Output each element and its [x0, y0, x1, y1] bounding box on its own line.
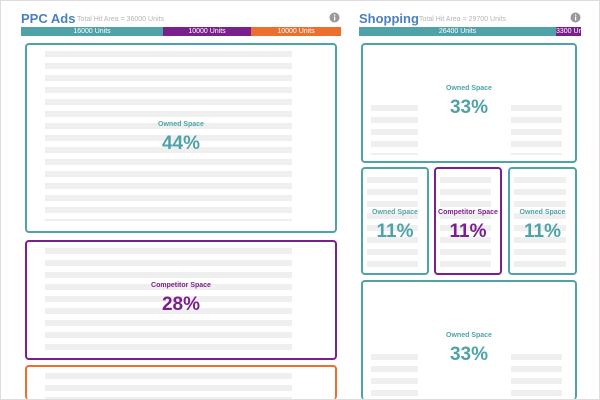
space-box: Owned Space 33%: [361, 280, 577, 399]
box-value: 11%: [524, 221, 561, 242]
space-box: Competitor Space 11%: [434, 167, 502, 275]
info-icon[interactable]: [570, 12, 581, 23]
box-value: 44%: [161, 133, 201, 154]
box-value: 28%: [161, 294, 201, 315]
space-box: Owned Space 33%: [361, 43, 577, 163]
box-value: 11%: [376, 221, 414, 242]
box-label: Owned Space: [519, 209, 566, 216]
box-label: Competitor Space: [438, 209, 498, 216]
space-box: Owned Space 44%: [25, 43, 337, 233]
box-label: Owned Space: [446, 332, 492, 339]
panel-title: PPC Ads: [21, 11, 76, 26]
space-box: Owned Space 11%: [361, 167, 429, 275]
segment: 3300 Units: [556, 27, 581, 36]
segment: 16000 Units: [21, 27, 163, 36]
segment: 10000 Units: [251, 27, 341, 36]
box-value: 33%: [449, 344, 489, 365]
box-label: Owned Space: [446, 85, 492, 92]
box-label: Owned Space: [158, 121, 204, 128]
space-box: [25, 365, 337, 399]
box-label: Owned Space: [372, 209, 418, 216]
segment: 26400 Units: [359, 27, 556, 36]
space-box: Owned Space 11%: [508, 167, 577, 275]
info-icon[interactable]: [329, 12, 340, 23]
space-box: Competitor Space 28%: [25, 240, 337, 360]
panel-subtitle: Total Hit Area = 29700 Units: [419, 16, 506, 23]
box-value: 11%: [449, 221, 487, 242]
box-value: 33%: [449, 97, 489, 118]
segment: 10000 Units: [163, 27, 251, 36]
box-label: Competitor Space: [151, 282, 211, 289]
panel-title: Shopping: [359, 11, 419, 26]
panel-subtitle: Total Hit Area = 36000 Units: [77, 16, 164, 23]
